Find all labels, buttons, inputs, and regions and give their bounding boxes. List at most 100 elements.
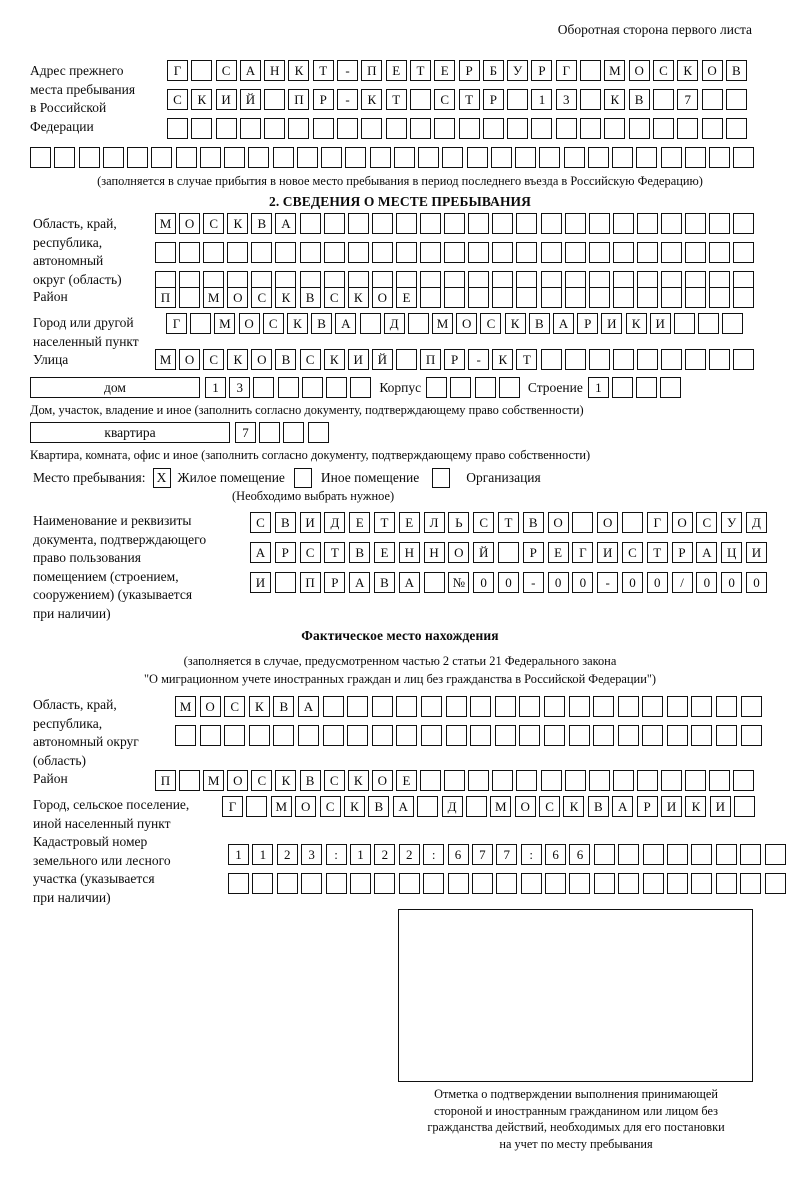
comb-cell[interactable] [347,213,369,234]
comb-cell[interactable]: О [238,313,260,334]
comb-cell[interactable]: О [547,512,569,533]
comb-cell[interactable] [347,725,369,746]
comb-cell[interactable]: С [167,89,188,110]
comb-cell[interactable] [685,349,707,370]
comb-cell[interactable] [470,696,492,717]
comb-cell[interactable] [349,873,371,894]
comb-cell[interactable] [572,512,594,533]
comb-cell[interactable]: Р [274,542,296,563]
comb-cell[interactable] [709,770,731,791]
comb-cell[interactable] [321,147,342,168]
comb-cell[interactable] [191,60,213,81]
comb-cell[interactable]: Т [324,542,346,563]
comb-cell[interactable]: 0 [547,572,569,593]
comb-cell[interactable]: Д [383,313,405,334]
comb-cell[interactable] [709,242,731,263]
comb-cell[interactable]: М [270,796,292,817]
comb-cell[interactable]: С [203,349,225,370]
comb-cell[interactable] [507,89,529,110]
comb-cell[interactable]: - [597,572,619,593]
comb-cell[interactable] [420,770,442,791]
comb-cell[interactable]: А [398,572,420,593]
comb-cell[interactable] [417,796,439,817]
comb-cell[interactable] [350,377,372,398]
comb-cell[interactable]: К [323,349,345,370]
comb-cell[interactable] [691,873,713,894]
comb-cell[interactable] [374,873,396,894]
comb-cell[interactable] [636,287,658,308]
comb-cell[interactable]: М [203,770,225,791]
comb-cell[interactable] [474,377,496,398]
comb-cell[interactable]: 2 [398,844,420,865]
comb-cell[interactable]: К [347,287,369,308]
comb-cell[interactable] [507,118,529,139]
comb-cell[interactable]: И [347,349,369,370]
comb-cell[interactable]: К [347,770,369,791]
comb-cell[interactable] [733,349,755,370]
confirmation-stamp-box[interactable] [398,909,753,1082]
comb-cell[interactable]: А [335,313,357,334]
comb-cell[interactable] [420,287,442,308]
comb-cell[interactable]: К [286,313,308,334]
comb-cell[interactable] [684,147,706,168]
comb-cell[interactable] [215,118,237,139]
comb-cell[interactable]: О [628,60,650,81]
comb-cell[interactable]: В [274,512,296,533]
comb-cell[interactable] [248,725,270,746]
comb-cell[interactable] [715,844,737,865]
comb-cell[interactable] [660,349,682,370]
comb-cell[interactable] [239,118,261,139]
comb-cell[interactable]: Е [395,287,417,308]
comb-cell[interactable]: 1 [228,844,249,865]
comb-cell[interactable] [612,213,634,234]
comb-cell[interactable]: С [323,287,345,308]
comb-cell[interactable]: И [215,89,237,110]
comb-cell[interactable]: О [448,542,470,563]
comb-cell[interactable]: Г [167,60,188,81]
comb-cell[interactable] [734,796,756,817]
comb-cell[interactable] [371,213,393,234]
comb-cell[interactable] [733,213,755,234]
comb-cell[interactable] [555,118,577,139]
comb-cell[interactable]: П [361,60,383,81]
comb-cell[interactable] [667,844,689,865]
comb-cell[interactable] [253,377,275,398]
comb-cell[interactable] [325,377,347,398]
comb-cell[interactable]: № [448,572,470,593]
comb-cell[interactable] [272,147,294,168]
comb-cell[interactable] [371,696,393,717]
comb-cell[interactable]: О [179,349,201,370]
comb-cell[interactable] [701,118,723,139]
comb-cell[interactable] [740,844,762,865]
comb-cell[interactable] [179,287,201,308]
comb-cell[interactable]: Е [349,512,371,533]
comb-cell[interactable]: 1 [349,844,371,865]
comb-cell[interactable] [312,118,334,139]
comb-cell[interactable]: Е [373,542,395,563]
comb-cell[interactable] [274,572,296,593]
comb-cell[interactable]: О [251,349,273,370]
comb-cell[interactable] [612,242,634,263]
comb-cell[interactable] [636,147,658,168]
comb-cell[interactable]: Т [385,89,407,110]
comb-cell[interactable] [423,572,445,593]
comb-cell[interactable] [393,147,415,168]
comb-cell[interactable]: В [522,512,544,533]
comb-cell[interactable]: П [155,770,176,791]
comb-cell[interactable] [102,147,124,168]
comb-cell[interactable]: Р [324,572,346,593]
comb-cell[interactable] [299,213,321,234]
comb-cell[interactable] [685,242,707,263]
flat-field-label[interactable]: квартира [30,422,230,443]
comb-cell[interactable]: Р [312,89,334,110]
comb-cell[interactable]: О [371,770,393,791]
comb-cell[interactable] [740,873,762,894]
comb-cell[interactable]: П [288,89,310,110]
comb-cell[interactable]: А [612,796,634,817]
comb-cell[interactable]: О [295,796,317,817]
comb-cell[interactable] [642,725,664,746]
comb-cell[interactable] [251,242,273,263]
comb-cell[interactable]: В [311,313,333,334]
comb-cell[interactable] [716,725,738,746]
